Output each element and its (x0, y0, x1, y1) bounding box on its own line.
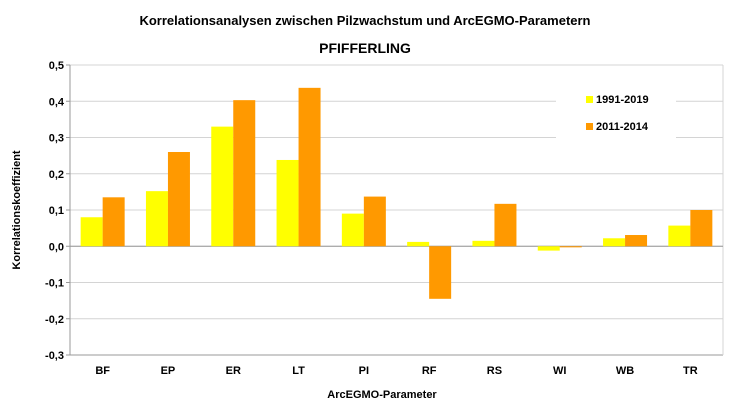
x-tick-label-rf: RF (422, 365, 437, 377)
bar-rf-2011-2014 (429, 246, 452, 299)
bar-lt-1991-2019 (276, 159, 299, 247)
bar-er-1991-2019 (211, 126, 234, 247)
x-tick-label-pi: PI (359, 365, 369, 377)
y-tick-label: -0,2 (45, 314, 64, 326)
y-tick-label: 0,4 (49, 96, 65, 108)
y-tick-label: 0,0 (49, 241, 64, 253)
bar-ep-1991-2019 (145, 191, 168, 247)
bar-wi-1991-2019 (537, 246, 560, 251)
x-tick-label-tr: TR (683, 365, 698, 377)
x-tick-label-ep: EP (161, 365, 176, 377)
legend-entry-2011-2014: 2011-2014 (596, 121, 649, 133)
legend-swatch-2011-2014 (586, 123, 593, 130)
x-tick-label-er: ER (226, 365, 241, 377)
chart-title: Korrelationsanalysen zwischen Pilzwachst… (139, 13, 590, 28)
bar-bf-2011-2014 (102, 197, 125, 247)
bar-wb-2011-2014 (625, 235, 648, 247)
bar-pi-1991-2019 (341, 213, 364, 247)
chart-subtitle: PFIFFERLING (319, 40, 411, 56)
bar-pi-2011-2014 (363, 196, 386, 247)
bars (80, 87, 713, 299)
bar-er-2011-2014 (233, 100, 256, 247)
x-tick-label-rs: RS (487, 365, 502, 377)
x-tick-label-bf: BF (95, 365, 110, 377)
bar-lt-2011-2014 (298, 87, 321, 247)
y-tick-label: 0,1 (49, 205, 64, 217)
x-tick-label-wb: WB (616, 365, 634, 377)
bar-tr-2011-2014 (690, 210, 713, 247)
legend-box (556, 84, 676, 146)
y-tick-labels: -0,3 -0,2 -0,1 0,0 0,1 0,2 0,3 0,4 0,5 (45, 60, 65, 362)
bar-wi-2011-2014 (559, 246, 582, 248)
y-tick-label: -0,1 (45, 278, 64, 290)
bar-rs-1991-2019 (472, 240, 495, 247)
y-tick-label: 0,2 (49, 169, 64, 181)
legend: 1991-2019 2011-2014 (556, 84, 676, 146)
bar-rf-1991-2019 (407, 241, 430, 247)
bar-wb-1991-2019 (603, 238, 626, 247)
bar-tr-1991-2019 (668, 225, 691, 247)
x-tick-label-lt: LT (292, 365, 305, 377)
x-tick-labels: BF EP ER LT PI RF RS WI WB TR (95, 365, 697, 377)
y-tick-label: -0,3 (45, 350, 64, 362)
y-tick-label: 0,3 (49, 133, 64, 145)
bar-rs-2011-2014 (494, 203, 517, 247)
bar-bf-1991-2019 (80, 217, 103, 247)
y-tick-label: 0,5 (49, 60, 64, 72)
x-tick-label-wi: WI (553, 365, 566, 377)
bar-ep-2011-2014 (167, 152, 190, 247)
x-axis-label: ArcEGMO-Parameter (327, 389, 437, 401)
legend-swatch-1991-2019 (586, 96, 593, 103)
legend-entry-1991-2019: 1991-2019 (596, 94, 649, 106)
y-axis-label: Korrelationskoeffizient (11, 150, 23, 270)
